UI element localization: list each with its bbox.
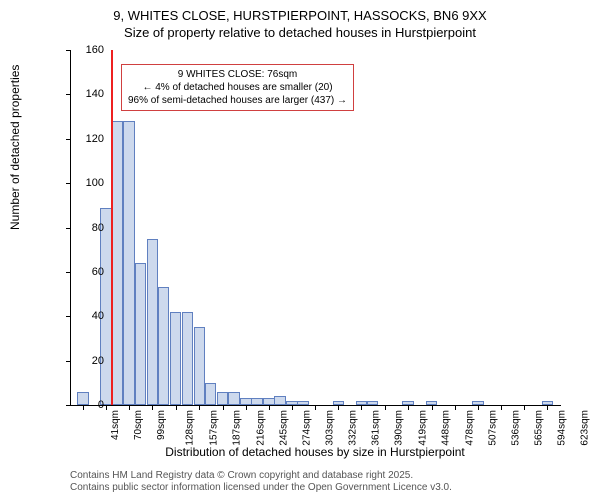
histogram-bar <box>228 392 240 405</box>
xtick-label: 332sqm <box>348 410 359 446</box>
footnote: Contains HM Land Registry data © Crown c… <box>70 470 452 494</box>
xtick-label: 216sqm <box>255 410 266 446</box>
chart-container: 9, WHITES CLOSE, HURSTPIERPOINT, HASSOCK… <box>0 0 600 500</box>
histogram-bar <box>170 312 182 405</box>
histogram-bar <box>367 401 379 405</box>
ytick-label: 120 <box>86 133 104 145</box>
xtick-label: 536sqm <box>511 410 522 446</box>
ytick-label: 60 <box>92 266 104 278</box>
ytick-mark <box>66 316 71 317</box>
histogram-bar <box>240 398 252 405</box>
xtick-mark <box>269 405 270 410</box>
xtick-label: 507sqm <box>487 410 498 446</box>
histogram-bar <box>123 121 135 405</box>
xtick-mark <box>223 405 224 410</box>
histogram-bar <box>263 398 275 405</box>
ytick-mark <box>66 139 71 140</box>
xtick-mark <box>408 405 409 410</box>
xtick-mark <box>478 405 479 410</box>
xtick-label: 623sqm <box>580 410 591 446</box>
ytick-mark <box>66 94 71 95</box>
title-line2: Size of property relative to detached ho… <box>124 25 476 40</box>
ytick-label: 140 <box>86 88 104 100</box>
ytick-mark <box>66 272 71 273</box>
xtick-mark <box>338 405 339 410</box>
xtick-mark <box>315 405 316 410</box>
ytick-mark <box>66 405 71 406</box>
histogram-bar <box>274 396 286 405</box>
footnote-line1: Contains HM Land Registry data © Crown c… <box>70 470 413 481</box>
xtick-mark <box>432 405 433 410</box>
xtick-label: 448sqm <box>440 410 451 446</box>
ytick-mark <box>66 183 71 184</box>
histogram-bar <box>135 263 147 405</box>
footnote-line2: Contains public sector information licen… <box>70 482 452 493</box>
histogram-bar <box>217 392 229 405</box>
histogram-bar <box>77 392 89 405</box>
xtick-label: 99sqm <box>156 410 167 440</box>
title-line1: 9, WHITES CLOSE, HURSTPIERPOINT, HASSOCK… <box>113 8 486 23</box>
xtick-mark <box>361 405 362 410</box>
xtick-mark <box>152 405 153 410</box>
xtick-mark <box>385 405 386 410</box>
histogram-bar <box>112 121 124 405</box>
reference-line <box>111 50 113 405</box>
xtick-mark <box>106 405 107 410</box>
xtick-mark <box>83 405 84 410</box>
xtick-mark <box>455 405 456 410</box>
xtick-mark <box>524 405 525 410</box>
xtick-label: 419sqm <box>417 410 428 446</box>
xtick-label: 478sqm <box>464 410 475 446</box>
x-axis-label: Distribution of detached houses by size … <box>70 445 560 459</box>
histogram-bar <box>251 398 263 405</box>
chart-area: 41sqm70sqm99sqm128sqm157sqm187sqm216sqm2… <box>70 50 560 405</box>
ytick-mark <box>66 228 71 229</box>
xtick-mark <box>292 405 293 410</box>
ytick-label: 20 <box>92 355 104 367</box>
xtick-label: 361sqm <box>371 410 382 446</box>
histogram-bar <box>147 239 159 405</box>
ytick-label: 160 <box>86 44 104 56</box>
y-axis-label: Number of detached properties <box>8 65 22 230</box>
histogram-bar <box>205 383 217 405</box>
ytick-mark <box>66 50 71 51</box>
xtick-label: 390sqm <box>394 410 405 446</box>
histogram-bar <box>297 401 309 405</box>
histogram-bar <box>158 287 170 405</box>
annotation-line3: 96% of semi-detached houses are larger (… <box>128 95 347 106</box>
plot-region: 41sqm70sqm99sqm128sqm157sqm187sqm216sqm2… <box>70 50 561 406</box>
xtick-mark <box>547 405 548 410</box>
xtick-label: 594sqm <box>557 410 568 446</box>
xtick-mark <box>176 405 177 410</box>
ytick-label: 40 <box>92 310 104 322</box>
xtick-label: 41sqm <box>110 410 121 440</box>
ytick-mark <box>66 361 71 362</box>
annotation-line2: ← 4% of detached houses are smaller (20) <box>142 82 332 93</box>
xtick-mark <box>199 405 200 410</box>
ytick-label: 100 <box>86 177 104 189</box>
xtick-label: 70sqm <box>133 410 144 440</box>
xtick-label: 303sqm <box>325 410 336 446</box>
xtick-mark <box>501 405 502 410</box>
xtick-label: 128sqm <box>185 410 196 446</box>
xtick-label: 157sqm <box>208 410 219 446</box>
xtick-mark <box>246 405 247 410</box>
annotation-box: 9 WHITES CLOSE: 76sqm ← 4% of detached ho… <box>121 64 354 111</box>
ytick-label: 0 <box>98 399 104 411</box>
xtick-label: 565sqm <box>534 410 545 446</box>
chart-title: 9, WHITES CLOSE, HURSTPIERPOINT, HASSOCK… <box>0 0 600 42</box>
xtick-label: 274sqm <box>301 410 312 446</box>
xtick-label: 187sqm <box>232 410 243 446</box>
ytick-label: 80 <box>92 222 104 234</box>
histogram-bar <box>194 327 206 405</box>
histogram-bar <box>182 312 194 405</box>
annotation-line1: 9 WHITES CLOSE: 76sqm <box>178 69 297 80</box>
xtick-mark <box>129 405 130 410</box>
xtick-label: 245sqm <box>278 410 289 446</box>
